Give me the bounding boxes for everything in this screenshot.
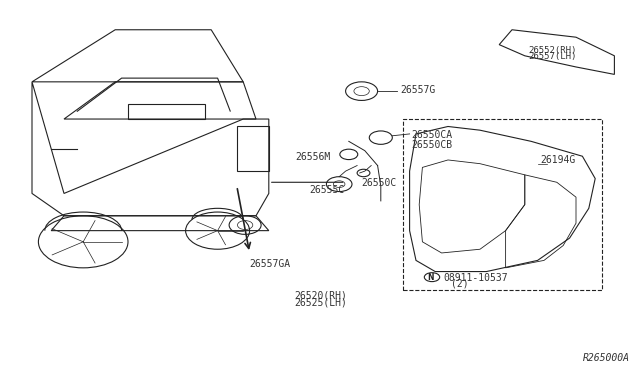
Text: 26520(RH): 26520(RH) <box>294 291 348 301</box>
Text: N: N <box>428 273 434 282</box>
Text: 26556M: 26556M <box>296 153 331 162</box>
Text: 26525(LH): 26525(LH) <box>294 297 348 307</box>
Text: 26550CA: 26550CA <box>412 130 452 140</box>
Bar <box>237 126 269 171</box>
Text: 26194G: 26194G <box>541 155 576 165</box>
Text: 08911-10537: 08911-10537 <box>443 273 508 282</box>
Text: 26555C: 26555C <box>309 186 344 195</box>
Text: 26550CB: 26550CB <box>412 140 452 150</box>
Text: 26557(LH): 26557(LH) <box>528 52 577 61</box>
Text: 26550C: 26550C <box>362 178 397 188</box>
Text: 26552(RH): 26552(RH) <box>528 46 577 55</box>
Text: 26557GA: 26557GA <box>250 259 291 269</box>
Bar <box>403 119 602 290</box>
Text: 26557G: 26557G <box>400 85 435 95</box>
Text: (2): (2) <box>451 279 469 288</box>
Text: R265000A: R265000A <box>584 353 630 363</box>
Bar <box>128 104 205 119</box>
